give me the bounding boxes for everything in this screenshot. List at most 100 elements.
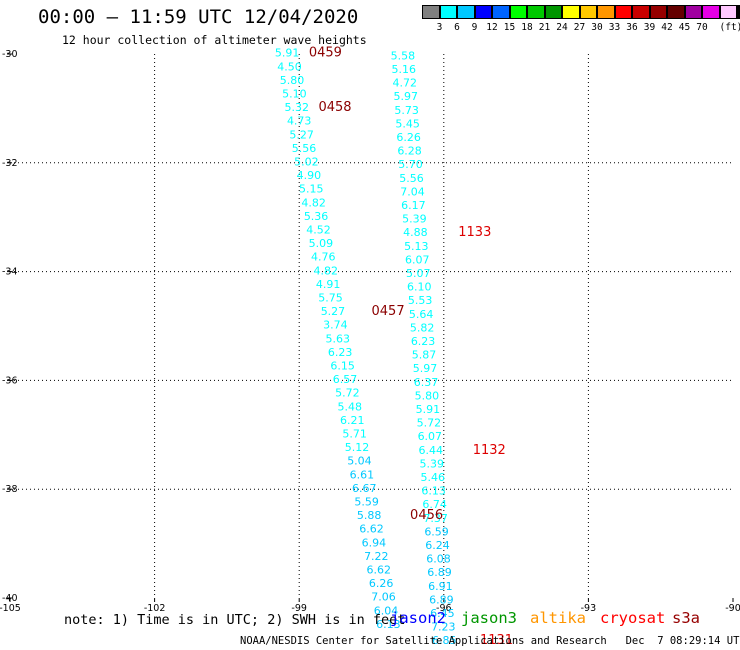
swh-label: 5.02	[294, 156, 319, 169]
legend-swatch	[527, 5, 545, 19]
swh-label: 5.12	[345, 441, 370, 454]
satellite-altika-label: altika	[530, 609, 586, 627]
swh-label: 4.91	[316, 278, 341, 291]
legend-label: 36	[626, 22, 638, 33]
legend-swatch	[597, 5, 615, 19]
pass-time-label: 0458	[318, 100, 351, 115]
legend-label: 30	[591, 22, 603, 33]
swh-label: 6.26	[369, 577, 394, 590]
swh-label: 6.62	[359, 523, 384, 536]
swh-label: 4.72	[393, 77, 418, 90]
x-tick-label: -93	[581, 603, 597, 614]
y-tick-label: -30	[2, 49, 18, 60]
legend-swatch	[509, 5, 527, 19]
legend-swatch	[422, 5, 440, 19]
swh-label: 4.73	[287, 115, 312, 128]
swh-label: 4.82	[301, 196, 326, 209]
swh-label: 5.58	[391, 49, 416, 62]
swh-label: 6.37	[414, 376, 439, 389]
swh-label: 6.21	[340, 414, 365, 427]
axis-tick-labels: -105 -102 -99 -96 -93 -90 -30 -32 -34 -36 -38 -40	[0, 49, 740, 614]
swh-label: 6.07	[418, 430, 443, 443]
swh-label: 5.13	[404, 240, 429, 253]
pass-time-label: 0457	[372, 304, 405, 319]
y-tick-label: -40	[2, 593, 18, 604]
swh-label: 6.61	[350, 468, 375, 481]
swh-label: 5.36	[304, 210, 329, 223]
swh-label: 5.15	[299, 183, 324, 196]
pass-time-label: 1133	[458, 225, 491, 240]
swh-label: 6.57	[333, 373, 358, 386]
y-tick-label: -32	[2, 158, 18, 169]
swh-label: 5.45	[395, 117, 420, 130]
swh-label: 4.76	[311, 251, 336, 264]
x-tick-label: -105	[0, 603, 21, 614]
swh-label: 4.90	[297, 169, 322, 182]
swh-label: 6.44	[419, 444, 444, 457]
swh-label: 5.75	[318, 292, 343, 305]
legend-label: 70	[696, 22, 708, 33]
swh-label: 5.63	[326, 332, 351, 345]
legend-label: (ft)	[719, 22, 740, 33]
legend-swatch	[492, 5, 510, 19]
legend-swatch	[649, 5, 667, 19]
footer-note: note: 1) Time is in UTC; 2) SWH is in fe…	[64, 612, 406, 628]
swh-label: 6.10	[407, 281, 432, 294]
y-tick-label: -34	[2, 267, 18, 278]
swh-label: 5.39	[402, 213, 427, 226]
legend-label: 45	[678, 22, 691, 33]
swh-label: 5.04	[347, 455, 372, 468]
legend-label: 12	[486, 22, 498, 33]
swh-label: 7.06	[371, 591, 396, 604]
swh-label: 3.74	[323, 319, 348, 332]
swh-label: 5.70	[398, 158, 423, 171]
legend-label: 18	[521, 22, 533, 33]
legend-label: 21	[538, 22, 551, 33]
swh-label: 5.87	[412, 349, 437, 362]
satellite-jason2-label: jason2	[390, 609, 446, 627]
swh-label: 6.26	[396, 131, 421, 144]
swh-label: 5.16	[392, 63, 417, 76]
swh-label: 6.13	[421, 485, 446, 498]
swh-label: 5.82	[410, 321, 435, 334]
pass-time-label: 0459	[309, 46, 342, 61]
swh-label: 6.94	[362, 536, 387, 549]
legend-swatch	[544, 5, 562, 19]
satellite-s3a-label: s3a	[672, 609, 700, 627]
x-tick-label: -96	[436, 603, 452, 614]
swh-label: 5.32	[285, 101, 310, 114]
map-title: 00:00 – 11:59 UTC 12/04/2020	[38, 6, 359, 28]
legend-swatch	[719, 5, 737, 19]
swh-label: 6.24	[425, 539, 450, 552]
swh-label: 5.27	[289, 128, 314, 141]
swh-label: 4.50	[277, 60, 302, 73]
swh-label: 5.64	[409, 308, 434, 321]
swh-label: 6.67	[352, 482, 377, 495]
legend-label: 39	[643, 22, 656, 33]
swh-label: 6.85	[432, 634, 457, 647]
swh-label: 5.46	[420, 471, 445, 484]
swh-label: 6.59	[424, 525, 449, 538]
swh-label: 5.88	[357, 509, 382, 522]
swh-label: 7.04	[400, 185, 425, 198]
swh-label: 5.09	[309, 237, 334, 250]
satellite-cryosat-label: cryosat	[600, 609, 666, 627]
credit-line: NOAA/NESDIS Center for Satellite Applica…	[240, 635, 740, 647]
swh-label: 6.13	[376, 618, 401, 631]
legend-swatch	[737, 5, 740, 19]
legend-swatch	[474, 5, 492, 19]
swh-label: 6.15	[330, 360, 355, 373]
pass-time-label: 1131	[480, 633, 513, 648]
x-tick-label: -102	[144, 603, 166, 614]
x-tick-label: -90	[725, 603, 740, 614]
legend-swatch	[702, 5, 720, 19]
swh-label: 6.74	[422, 498, 447, 511]
swh-label: 6.91	[428, 580, 453, 593]
swh-label: 5.80	[280, 74, 305, 87]
map-subtitle: 12 hour collection of altimeter wave hei…	[62, 33, 367, 47]
swh-label: 5.72	[417, 417, 442, 430]
swh-label: 5.10	[282, 88, 307, 101]
legend-swatch	[457, 5, 475, 19]
legend-label: 24	[556, 22, 568, 33]
swh-label: 6.89	[429, 593, 454, 606]
